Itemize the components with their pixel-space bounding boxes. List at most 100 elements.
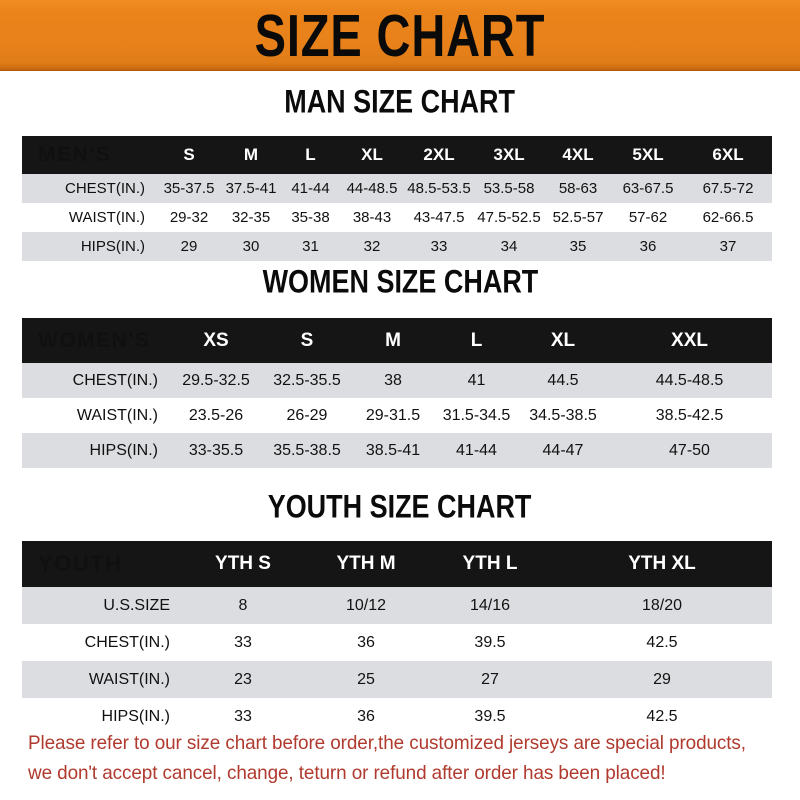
youth-size-header-1: YTH S (215, 553, 271, 574)
table-row: CHEST(IN.) 29.5-32.5 32.5-35.5 38 41 44.5 44.5… (22, 363, 772, 398)
women-row-label: WAIST(IN.) (76, 406, 158, 424)
banner: SIZE CHART (0, 0, 800, 71)
table-cell: 41-44 (456, 441, 497, 459)
table-cell: 32 (363, 238, 381, 255)
table-cell: 42.5 (646, 633, 678, 651)
youth-section-title: YOUTH SIZE CHART (0, 490, 800, 523)
youth-row-label: U.S.SIZE (103, 596, 170, 614)
women-size-header-5: XL (550, 329, 576, 351)
table-row: WAIST(IN.) 23.5-26 26-29 29-31.5 31.5-34.5 34… (22, 398, 772, 433)
table-cell: 33-35.5 (188, 441, 244, 459)
table-cell: 44.5-48.5 (655, 371, 724, 389)
table-cell: 37 (719, 238, 737, 255)
women-section-title-text: WOMEN SIZE CHART (262, 263, 538, 300)
men-size-header-6: 3XL (493, 145, 525, 164)
women-size-table: WOMEN'S XS S M L XL XXL CHEST(IN.) 29.5-32.5 32.5… (22, 318, 772, 468)
table-cell: 10/12 (345, 596, 387, 614)
table-cell: 31.5-34.5 (442, 406, 511, 424)
table-cell: 18/20 (641, 596, 683, 614)
footer-note-line-2: we don't accept cancel, change, teturn o… (28, 762, 666, 785)
table-cell: 41 (467, 371, 486, 389)
table-cell: 8 (238, 596, 248, 614)
table-cell: 38-43 (352, 209, 392, 226)
table-cell: 30 (242, 238, 260, 255)
table-cell: 42.5 (646, 707, 678, 725)
table-cell: 48.5-53.5 (407, 180, 471, 197)
table-cell: 34.5-38.5 (529, 406, 597, 424)
table-cell: 41-44 (291, 180, 330, 197)
women-size-header-3: M (385, 329, 401, 351)
table-cell: 35 (569, 238, 587, 255)
table-cell: 38.5-42.5 (655, 406, 724, 424)
men-row-label: HIPS(IN.) (80, 238, 145, 255)
men-size-header-5: 2XL (423, 145, 455, 164)
men-size-header-4: XL (361, 145, 383, 164)
women-header-label: WOMEN'S (38, 328, 151, 352)
men-size-header-2: M (243, 145, 259, 164)
men-size-header-9: 6XL (712, 145, 744, 164)
footer-note-line-1: Please refer to our size chart before or… (28, 732, 746, 754)
table-cell: 36 (639, 238, 657, 255)
youth-row-label: CHEST(IN.) (84, 633, 170, 651)
table-cell: 63-67.5 (622, 180, 674, 197)
men-size-header-3: L (305, 145, 316, 164)
women-section-title: WOMEN SIZE CHART (0, 263, 800, 300)
men-size-header-1: S (183, 145, 195, 164)
youth-size-table: YOUTH YTH S YTH M YTH L YTH XL U.S.SIZE 8 10/12… (22, 541, 772, 735)
men-size-header-8: 5XL (632, 145, 664, 164)
men-size-header-7: 4XL (562, 145, 594, 164)
table-cell: 67.5-72 (702, 180, 754, 197)
table-cell: 29 (653, 670, 671, 688)
women-size-header-4: L (470, 329, 483, 351)
table-row: HIPS(IN.) 29 30 31 32 33 34 35 36 37 (22, 232, 772, 261)
table-cell: 32-35 (231, 209, 271, 226)
table-row: CHEST(IN.) 33 36 39.5 42.5 (22, 624, 772, 661)
table-cell: 44-48.5 (346, 180, 398, 197)
table-cell: 36 (357, 707, 375, 725)
table-cell: 47-50 (669, 441, 710, 459)
table-cell: 44-47 (542, 441, 584, 459)
table-cell: 23 (234, 670, 252, 688)
youth-row-label: WAIST(IN.) (88, 670, 170, 688)
table-cell: 52.5-57 (552, 209, 604, 226)
table-cell: 31 (302, 238, 319, 255)
table-cell: 25 (357, 670, 375, 688)
men-size-table: MEN'S S M L XL 2XL 3XL 4XL 5XL 6XL CHEST(IN.) 35-37… (22, 136, 772, 261)
table-row: CHEST(IN.) 35-37.5 37.5-41 41-44 44-48.5 48.5… (22, 174, 772, 203)
table-cell: 29-31.5 (365, 406, 421, 424)
women-size-header-6: XXL (671, 329, 708, 351)
table-row: HIPS(IN.) 33 36 39.5 42.5 (22, 698, 772, 735)
table-cell: 33 (430, 238, 448, 255)
table-cell: 58-63 (558, 180, 598, 197)
men-row-label: WAIST(IN.) (68, 209, 145, 226)
table-cell: 33 (234, 633, 252, 651)
table-row: WAIST(IN.) 23 25 27 29 (22, 661, 772, 698)
men-section-title-text: MAN SIZE CHART (284, 83, 516, 120)
men-section-title: MAN SIZE CHART (0, 83, 800, 120)
table-cell: 44.5 (547, 371, 579, 389)
youth-row-label: HIPS(IN.) (101, 707, 170, 725)
youth-size-header-2: YTH M (336, 553, 396, 574)
table-cell: 35.5-38.5 (273, 441, 341, 459)
table-cell: 43-47.5 (413, 209, 465, 226)
table-cell: 47.5-52.5 (477, 209, 541, 226)
men-header-row: MEN'S S M L XL 2XL 3XL 4XL 5XL 6XL (22, 136, 772, 174)
youth-table-body: YOUTH YTH S YTH M YTH L YTH XL U.S.SIZE 8 10/12… (22, 541, 772, 735)
table-cell: 36 (357, 633, 375, 651)
footer-note: Please refer to our size chart before or… (28, 728, 776, 788)
table-cell: 38.5-41 (365, 441, 421, 459)
youth-size-header-3: YTH L (462, 553, 518, 574)
men-table-body: MEN'S S M L XL 2XL 3XL 4XL 5XL 6XL CHEST(IN.) 35-37… (22, 136, 772, 261)
table-cell: 14/16 (469, 596, 511, 614)
table-cell: 26-29 (286, 406, 328, 424)
table-cell: 35-37.5 (163, 180, 215, 197)
banner-title: SIZE CHART (254, 1, 546, 69)
table-cell: 23.5-26 (188, 406, 244, 424)
women-row-label: HIPS(IN.) (89, 441, 158, 459)
youth-header-label: YOUTH (38, 551, 123, 576)
youth-size-header-4: YTH XL (628, 553, 696, 574)
table-cell: 29-32 (169, 209, 209, 226)
table-row: U.S.SIZE 8 10/12 14/16 18/20 (22, 587, 772, 624)
table-row: WAIST(IN.) 29-32 32-35 35-38 38-43 43-47.5 47.… (22, 203, 772, 232)
